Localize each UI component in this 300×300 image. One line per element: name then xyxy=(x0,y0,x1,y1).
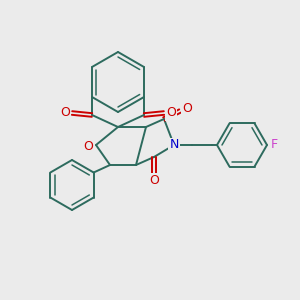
Text: O: O xyxy=(83,140,93,154)
Text: F: F xyxy=(270,139,278,152)
Text: O: O xyxy=(149,173,159,187)
Text: N: N xyxy=(169,139,179,152)
Text: O: O xyxy=(60,106,70,119)
Text: O: O xyxy=(166,106,176,119)
Text: O: O xyxy=(182,103,192,116)
